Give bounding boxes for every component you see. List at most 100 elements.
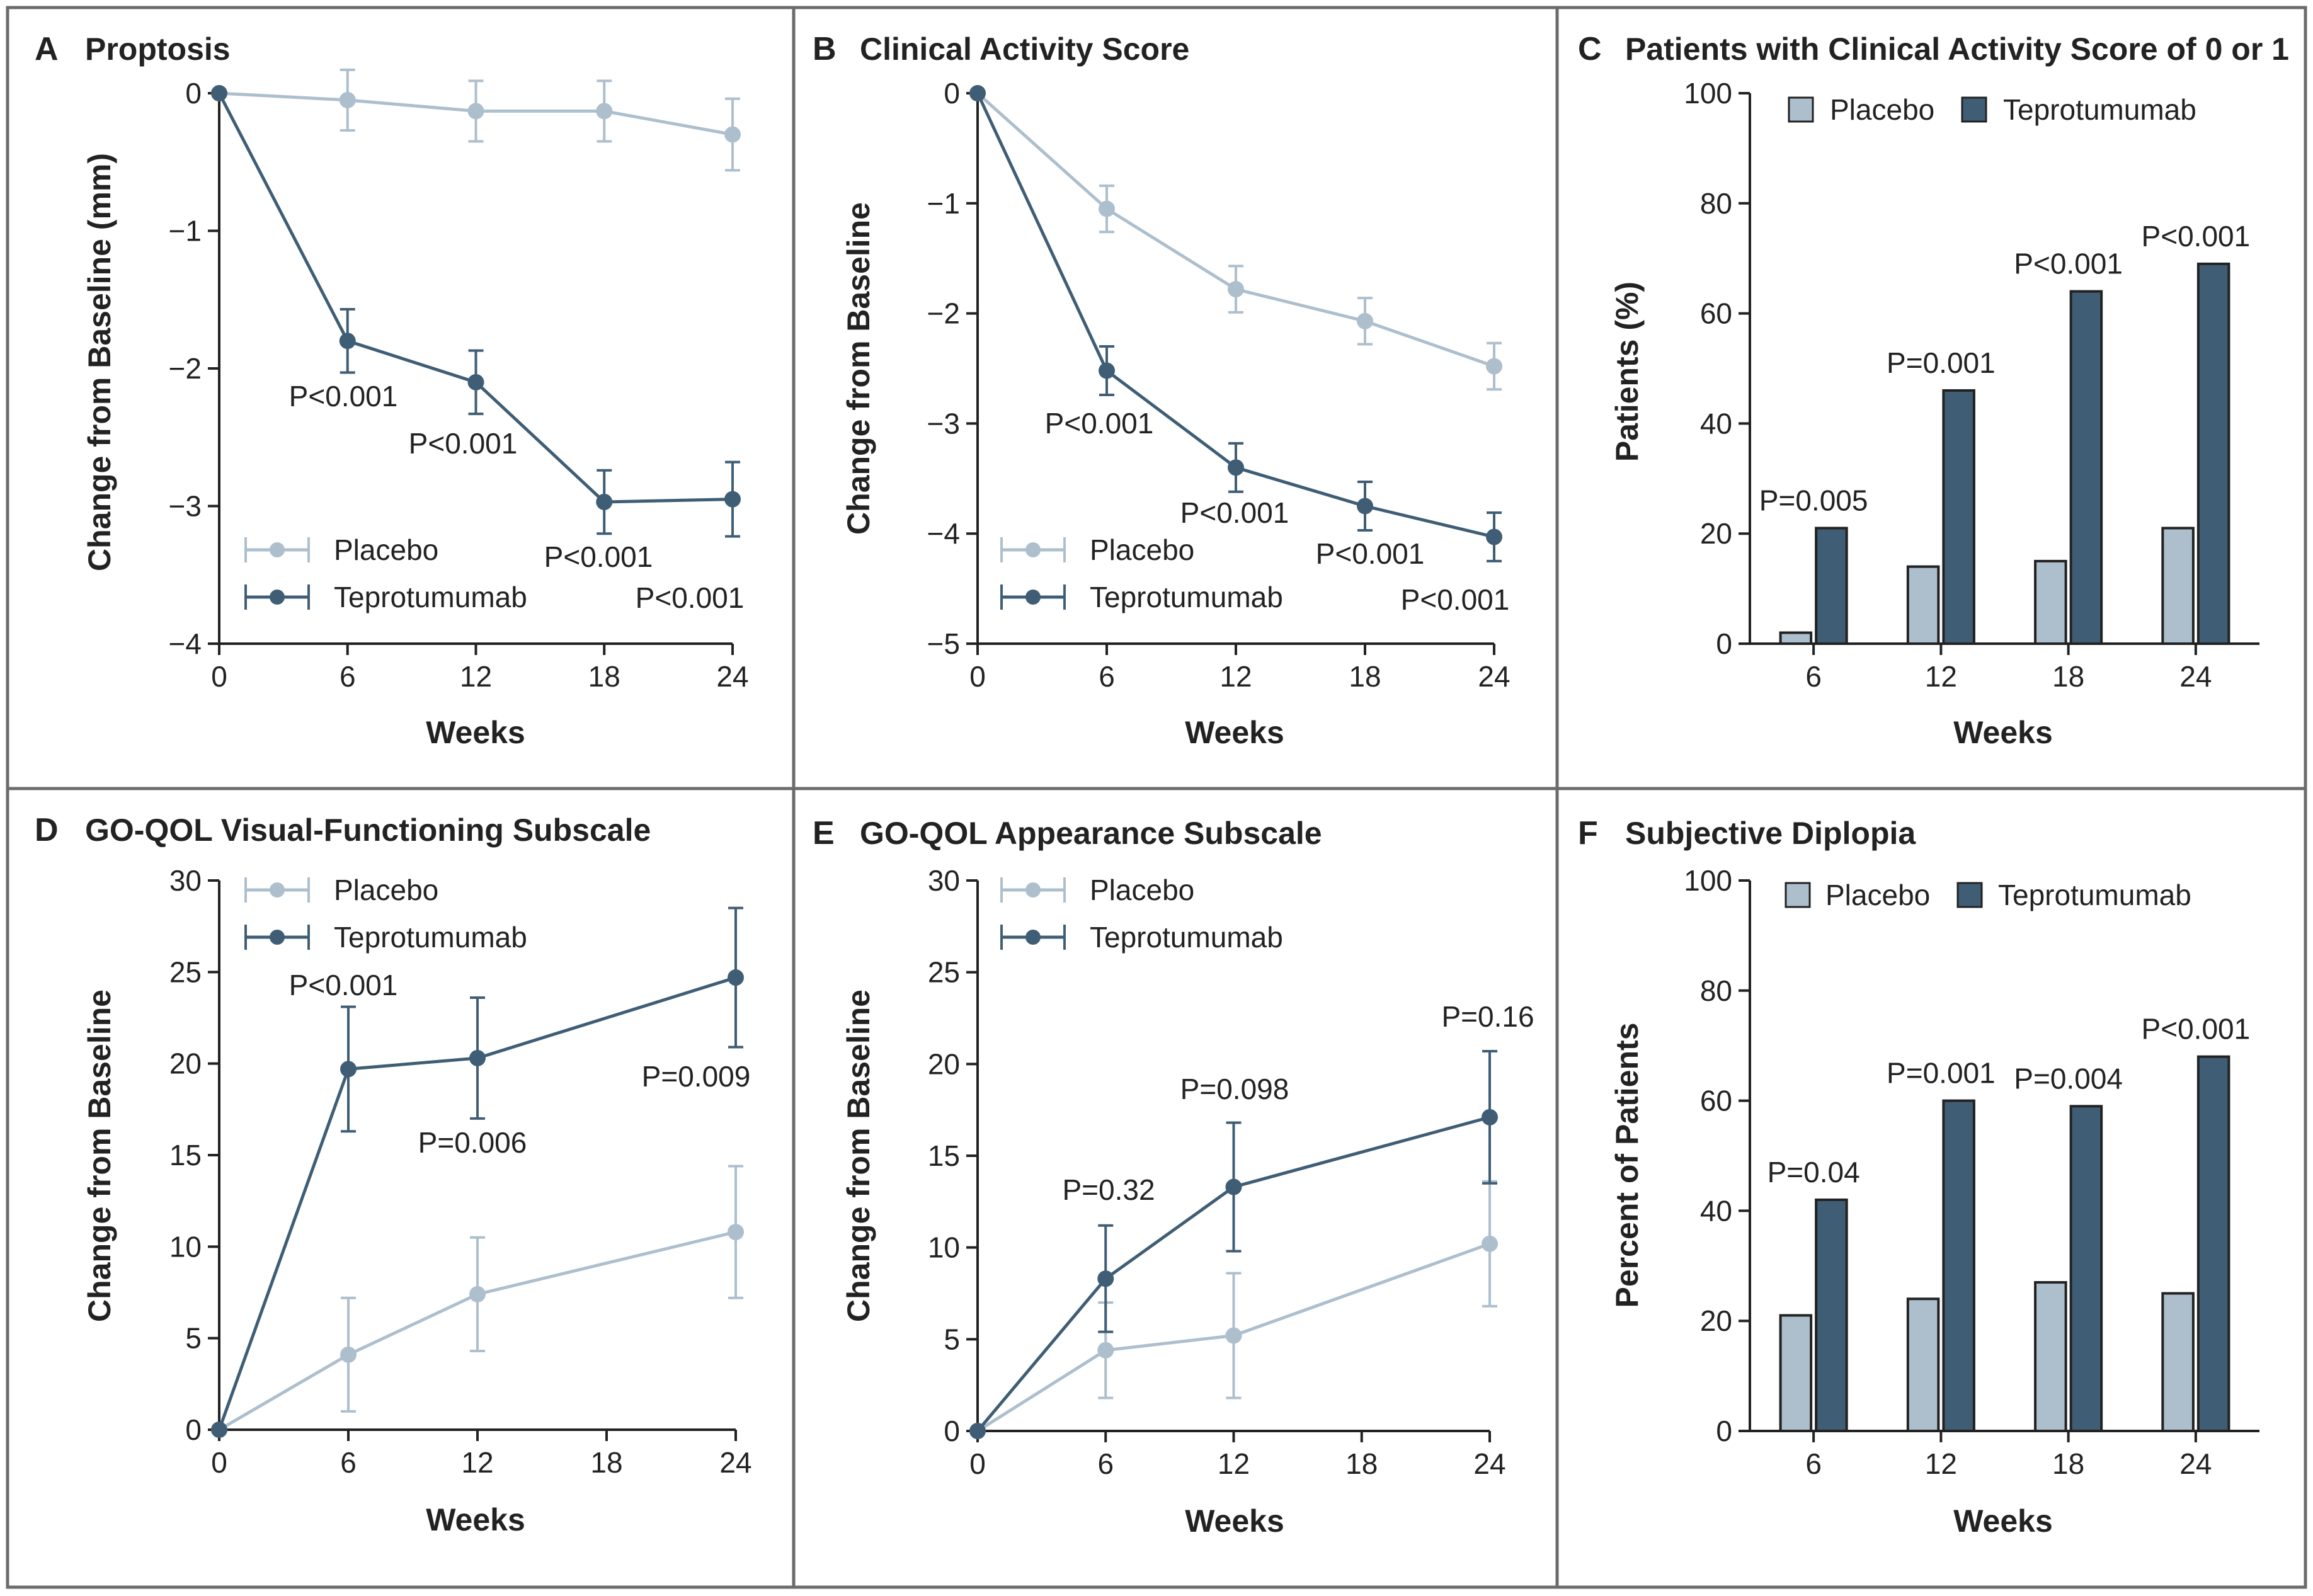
panel-f-x-tick-label: 6 [1805, 1447, 1822, 1480]
panel-f-teprotumumab-bar [2196, 1055, 2230, 1433]
panel-b-placebo-point [1228, 281, 1244, 298]
panel-b-letter: B [813, 31, 837, 67]
panel-a-title: Proptosis [85, 31, 231, 67]
panel-b-teprotumumab-point [969, 85, 986, 101]
panel-d-y-tick-label: 25 [169, 955, 202, 988]
panel-e-legend-placebo-label: Placebo [1090, 874, 1194, 906]
panel-e-placebo-point [1097, 1342, 1114, 1359]
panel-b-y-tick-label: −1 [927, 187, 960, 220]
panel-f-placebo-bar [1906, 1297, 1940, 1432]
panel-c-placebo-bar [2161, 527, 2195, 646]
panel-c-x-tick-label: 12 [1925, 660, 1957, 693]
panel-d-x-tick-label: 18 [590, 1446, 622, 1479]
panel-c-placebo-bar [1906, 565, 1940, 646]
panel-e-x-tick-label: 18 [1345, 1447, 1378, 1480]
panel-b-x-tick-label: 0 [969, 660, 986, 693]
panel-d-y-tick-label: 0 [185, 1413, 202, 1446]
panel-a-teprotumumab-point [724, 491, 741, 508]
panel-a-y-tick-label: −4 [169, 627, 202, 660]
panel-b-placebo-point [1486, 358, 1502, 375]
panel-c-pvalue: P=0.001 [1887, 346, 1996, 379]
panel-e-teprotumumab-point [1482, 1109, 1498, 1126]
panel-e-y-tick-label: 25 [928, 956, 960, 989]
panel-d-legend-teprotumumab-marker [270, 930, 285, 945]
panel-a-teprotumumab-point [211, 85, 227, 101]
panel-a-legend: Placebo Teprotumumab [244, 533, 527, 613]
panel-c-plot: 0 20 40 60 80 100 6 12 18 24 P=0.005 P=0.001 P<0.001… [1684, 77, 2259, 693]
panel-c-pvalue: P=0.005 [1759, 484, 1868, 516]
panel-b: B Clinical Activity Score Change from Ba… [813, 31, 1511, 750]
panel-d-teprotumumab-point [469, 1049, 486, 1066]
panel-d-y-tick-label: 15 [169, 1139, 202, 1171]
panel-a-pvalue-week6: P<0.001 [289, 380, 398, 413]
panel-f-y-axis-title: Percent of Patients [1609, 1023, 1645, 1308]
panel-f-letter: F [1578, 815, 1598, 852]
panel-b-y-axis-title: Change from Baseline [841, 202, 876, 535]
panel-a-teprotumumab-point [596, 493, 613, 510]
panel-b-placebo-point [1357, 312, 1373, 329]
panel-d-teprotumumab-point [340, 1061, 357, 1078]
panel-d-placebo-line [218, 1230, 736, 1432]
panel-c-y-axis-title: Patients (%) [1609, 282, 1645, 462]
panel-a-placebo-point [596, 103, 613, 120]
panel-a-y-tick-label: 0 [185, 77, 202, 110]
panel-a-x-tick-label: 12 [460, 660, 492, 693]
panel-d-pvalue-week24: P=0.009 [642, 1060, 751, 1093]
panel-c-legend-teprotumumab-label: Teprotumumab [2003, 93, 2196, 126]
panel-f-x-tick-label: 18 [2052, 1447, 2084, 1480]
panel-f-y-tick-label: 0 [1716, 1415, 1732, 1447]
panel-b-legend-placebo-label: Placebo [1090, 533, 1194, 566]
panel-c-teprotumumab-bar [1942, 389, 1975, 646]
panel-f-y-tick-label: 60 [1700, 1085, 1732, 1117]
panel-b-pvalue-week12: P<0.001 [1180, 496, 1289, 529]
panel-c-x-tick-label: 24 [2179, 660, 2212, 693]
panel-a-letter: A [35, 31, 59, 67]
panel-d-x-tick-label: 6 [340, 1446, 357, 1479]
panel-e-pvalue-week6: P=0.32 [1062, 1173, 1155, 1206]
panel-c-x-tick-label: 18 [2052, 660, 2084, 693]
panel-a-pvalue-week12: P<0.001 [409, 427, 518, 460]
panel-d-pvalue-week12: P=0.006 [418, 1126, 527, 1159]
panel-e-x-tick-label: 0 [969, 1447, 986, 1480]
panel-e-teprotumumab-point [1225, 1178, 1242, 1195]
panel-c-legend-teprotumumab-swatch [1961, 96, 1987, 123]
panel-a-legend-teprotumumab-marker [270, 590, 285, 605]
panel-c-y-tick-label: 80 [1700, 187, 1732, 220]
panel-f-title: Subjective Diplopia [1625, 816, 1916, 851]
panel-a-placebo-point [467, 103, 484, 120]
panel-c-y-tick-label: 40 [1700, 407, 1732, 440]
panel-b-x-tick-label: 6 [1099, 660, 1115, 693]
panel-f-y-tick-label: 100 [1684, 864, 1732, 897]
panel-d-x-tick-label: 24 [719, 1446, 751, 1479]
panel-d-y-tick-label: 10 [169, 1230, 202, 1263]
panel-c-legend: Placebo Teprotumumab [1788, 93, 2196, 126]
panel-b-placebo-point [1099, 200, 1115, 217]
panel-e: E GO-QOL Appearance Subscale Change from… [813, 815, 1534, 1539]
panel-c-y-tick-label: 60 [1700, 297, 1732, 330]
panel-f-legend-teprotumumab-label: Teprotumumab [1998, 879, 2191, 911]
panel-f-legend: Placebo Teprotumumab [1785, 879, 2191, 911]
panel-f-y-tick-label: 20 [1700, 1304, 1732, 1337]
panel-d-y-tick-label: 20 [169, 1047, 202, 1080]
panel-c-pvalue: P<0.001 [2014, 248, 2123, 280]
panel-b-teprotumumab-point [1357, 498, 1373, 515]
panel-b-title: Clinical Activity Score [860, 31, 1189, 67]
panel-d-x-axis-title: Weeks [426, 1502, 525, 1537]
panel-a-pvalue-week18: P<0.001 [544, 540, 653, 573]
panel-c-placebo-bar [2034, 559, 2067, 646]
panel-b-x-tick-label: 18 [1349, 660, 1381, 693]
panel-f-x-axis-title: Weeks [1953, 1503, 2053, 1539]
panel-b-pvalue-week6: P<0.001 [1045, 407, 1154, 440]
panel-e-placebo-point [1482, 1235, 1498, 1252]
panel-a-y-tick-label: −1 [169, 215, 202, 248]
panel-f-y-tick-label: 40 [1700, 1194, 1732, 1227]
panel-c-pvalue: P<0.001 [2142, 220, 2251, 253]
panel-b-teprotumumab-point [1228, 459, 1244, 476]
panel-e-title: GO-QOL Appearance Subscale [860, 816, 1322, 851]
panel-c-x-tick-label: 6 [1805, 660, 1822, 693]
panel-e-letter: E [813, 815, 835, 852]
panel-a-x-axis-title: Weeks [426, 715, 525, 750]
panel-a-pvalue-week24: P<0.001 [636, 581, 745, 614]
panel-e-legend: Placebo Teprotumumab [1000, 874, 1283, 954]
panel-c: C Patients with Clinical Activity Score … [1578, 31, 2289, 750]
